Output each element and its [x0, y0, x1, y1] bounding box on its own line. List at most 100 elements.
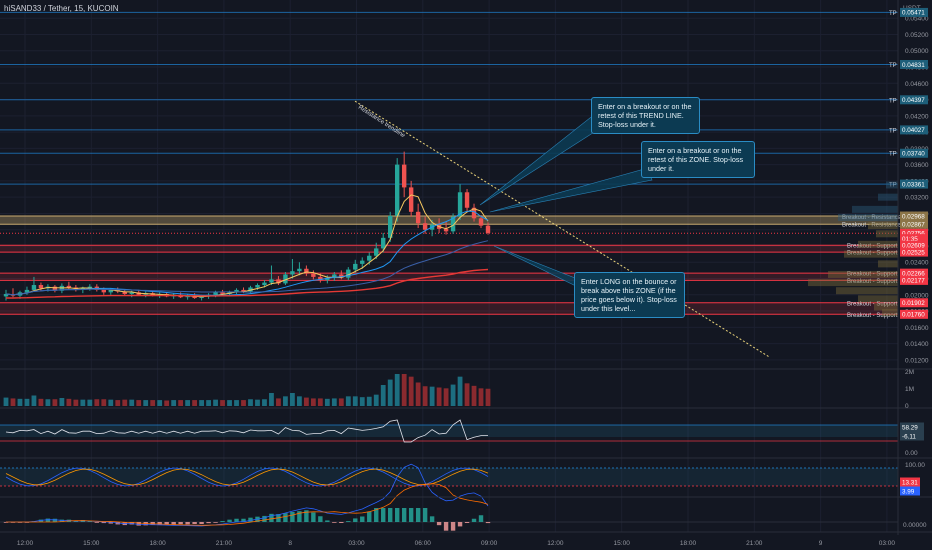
price-tick: 0.02000: [905, 292, 929, 299]
volume-bar: [59, 398, 65, 406]
macd-hist: [199, 522, 204, 524]
volume-profile-bar: [844, 250, 898, 258]
resistance-label: Breakout - Resistance: [842, 222, 902, 228]
macd-hist: [325, 520, 330, 522]
volume-profile-bar: [852, 205, 898, 213]
time-tick: 06:00: [415, 540, 432, 547]
candle-body: [38, 285, 44, 289]
volume-bar: [122, 399, 128, 406]
volume-bar: [234, 400, 239, 406]
macd-hist: [478, 515, 484, 522]
chart-title: hiSAND33 / Tether, 15, KUCOIN: [4, 4, 119, 13]
macd-hist: [450, 522, 456, 531]
tp-tag: [900, 125, 928, 135]
stoch-tag: [900, 486, 920, 496]
time-tick: 18:00: [149, 540, 166, 547]
candle-body: [241, 289, 246, 292]
macd-hist: [304, 510, 309, 522]
volume-bar: [366, 396, 372, 406]
rsi-tag-text: 58.29: [902, 424, 918, 431]
candle-body: [422, 223, 428, 230]
volume-profile-bar: [828, 270, 898, 278]
macd-hist: [52, 518, 58, 522]
candle-body: [66, 285, 72, 288]
indicators: [0, 100, 898, 531]
volume-bar: [443, 388, 449, 406]
macd-hist: [283, 513, 288, 522]
volume-bar: [457, 376, 463, 406]
support-label: Breakout - Support: [847, 279, 898, 285]
candle-body: [220, 292, 225, 294]
time-tick: 09:00: [481, 540, 498, 547]
candle-body: [52, 286, 58, 291]
stoch-tick: 100.00: [905, 462, 925, 469]
volume-bar: [373, 394, 379, 406]
volume-profile-bar: [882, 309, 898, 317]
macd-hist: [464, 522, 470, 523]
volume-bar: [206, 400, 211, 406]
macd-hist: [59, 519, 65, 522]
price-tag-text: 0.02525: [902, 249, 925, 256]
volume-bar: [87, 399, 93, 406]
volume-bar: [269, 393, 274, 406]
price-tick: 0.05200: [905, 32, 929, 39]
volume-bar: [352, 396, 358, 406]
grid: [0, 0, 898, 532]
candle-body: [325, 277, 330, 281]
support-zone: [0, 273, 898, 281]
volume-bar: [143, 400, 149, 406]
tp-label: TP: [889, 98, 897, 104]
rsi-tag-text: -6.11: [902, 433, 916, 440]
volume-bar: [324, 398, 330, 406]
time-tick: 03:00: [879, 540, 896, 547]
volume-bar: [296, 396, 302, 406]
candle-body: [108, 289, 113, 293]
price-tick: 0.03600: [905, 162, 929, 169]
volume-bar: [359, 397, 365, 406]
macd-hist: [248, 517, 253, 522]
volume-profile-bar: [836, 287, 898, 295]
macd-hist: [401, 508, 407, 522]
time-tick: 12:00: [17, 540, 34, 547]
volume-tick: 0: [905, 403, 909, 410]
macd-hist: [185, 522, 190, 525]
ma-long: [5, 240, 489, 296]
rsi-zero: 0.00: [905, 450, 918, 457]
candle-body: [332, 274, 337, 278]
volume-profile-bar: [878, 193, 898, 201]
tp-tag: [900, 179, 928, 189]
macd-hist: [332, 522, 337, 523]
volume-bar: [150, 400, 156, 406]
time-tick: 15:00: [614, 540, 631, 547]
candle-body: [457, 192, 463, 217]
macd-hist: [415, 508, 421, 522]
macd-hist: [136, 522, 141, 526]
candle-body: [485, 225, 491, 233]
support-label: Breakout - Support: [847, 244, 898, 250]
volume-bar: [276, 398, 281, 406]
candle-body: [122, 291, 127, 294]
volume-bar: [73, 399, 79, 406]
volume-bar: [422, 386, 428, 406]
macd-hist: [394, 508, 400, 522]
support-label: Breakout - Support: [847, 272, 898, 278]
volume-bar: [199, 400, 204, 406]
volume-profile-bar: [874, 303, 898, 311]
volume-bar: [185, 400, 191, 406]
volume-bar: [220, 400, 225, 406]
stoch-band: [0, 468, 898, 486]
macd-hist: [101, 522, 106, 524]
tp-tag-text: 0.04397: [902, 97, 925, 104]
time-tick: 9: [819, 540, 823, 547]
candle-body: [450, 216, 456, 232]
volume-profile-bar: [858, 240, 898, 248]
macd-hist: [422, 508, 428, 522]
rsi-band: [0, 425, 898, 437]
volume-bar: [66, 398, 72, 406]
candle-body: [31, 285, 37, 290]
macd-hist: [290, 512, 295, 522]
price-tag: [900, 228, 928, 238]
candle-body: [255, 285, 260, 288]
volume-bar: [157, 400, 163, 406]
